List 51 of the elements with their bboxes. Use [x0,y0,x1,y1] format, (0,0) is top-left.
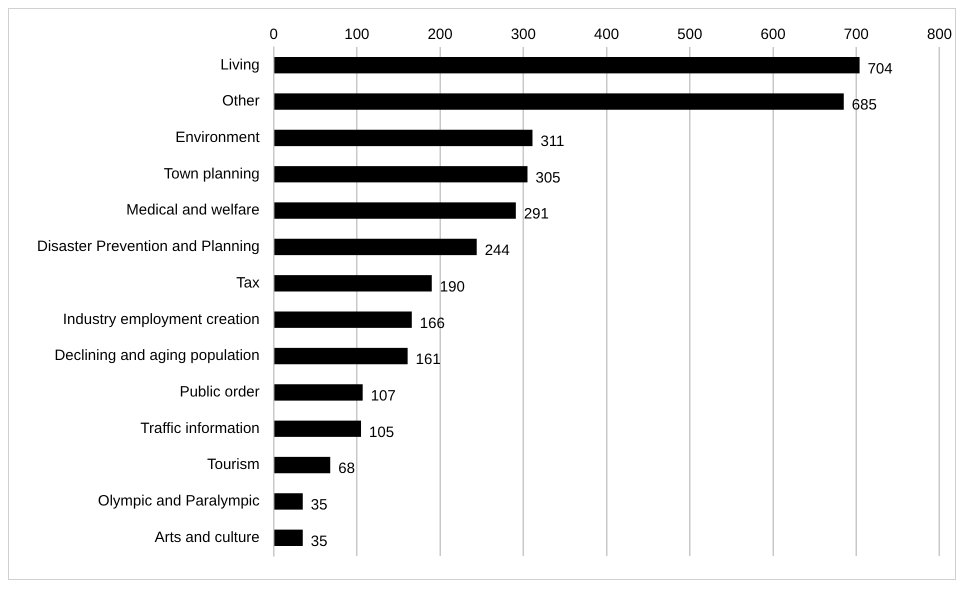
data-label: 244 [484,242,510,260]
data-label: 291 [524,206,549,223]
bar [274,166,528,182]
y-tick-label: Arts and culture [154,528,260,546]
bar [274,57,860,74]
data-label: 704 [868,60,893,78]
x-tick-label: 400 [594,26,620,44]
y-tick-label: Declining and aging population [54,347,260,364]
bar [274,384,363,401]
y-tick-label: Public order [180,384,260,401]
data-label: 105 [369,424,394,441]
y-tick-label: Living [220,56,260,74]
y-tick-label: Town planning [164,165,260,182]
data-label: 685 [852,96,877,114]
y-tick-label: Tax [236,274,260,292]
y-tick-label: Olympic and Paralympic [98,492,260,510]
bar [274,530,303,546]
bar [274,456,330,474]
data-label: 311 [540,133,564,150]
data-label: 166 [420,314,445,332]
x-tick-label: 500 [677,26,702,44]
x-tick-label: 100 [344,26,370,44]
data-label: 68 [338,460,355,478]
y-tick-label: Disaster Prevention and Planning [36,238,260,256]
x-tick-label: 800 [926,26,952,44]
y-tick-label: Environment [175,129,260,146]
bar [274,312,412,328]
data-label: 35 [310,532,328,550]
bar [274,493,303,510]
y-tick-label: Tourism [207,456,260,474]
data-label: 190 [440,278,465,296]
data-label: 107 [370,388,396,405]
y-tick-label: Medical and welfare [126,202,260,219]
data-label: 305 [535,169,561,186]
bar [274,202,516,219]
bar [274,420,362,437]
y-tick-label: Traffic information [140,420,260,437]
data-label: 161 [416,351,441,368]
y-tick-label: Other [222,92,260,110]
x-tick-label: 200 [428,26,453,44]
x-tick-label: 300 [510,26,536,44]
x-tick-label: 700 [844,26,869,44]
bar [274,93,844,110]
data-label: 35 [310,496,328,514]
bar [274,130,532,146]
x-tick-label: 0 [269,26,278,44]
y-tick-label: Industry employment creation [62,310,260,328]
bar [274,275,432,292]
x-tick-label: 600 [760,26,786,44]
bar [274,238,477,256]
bar [274,348,408,364]
